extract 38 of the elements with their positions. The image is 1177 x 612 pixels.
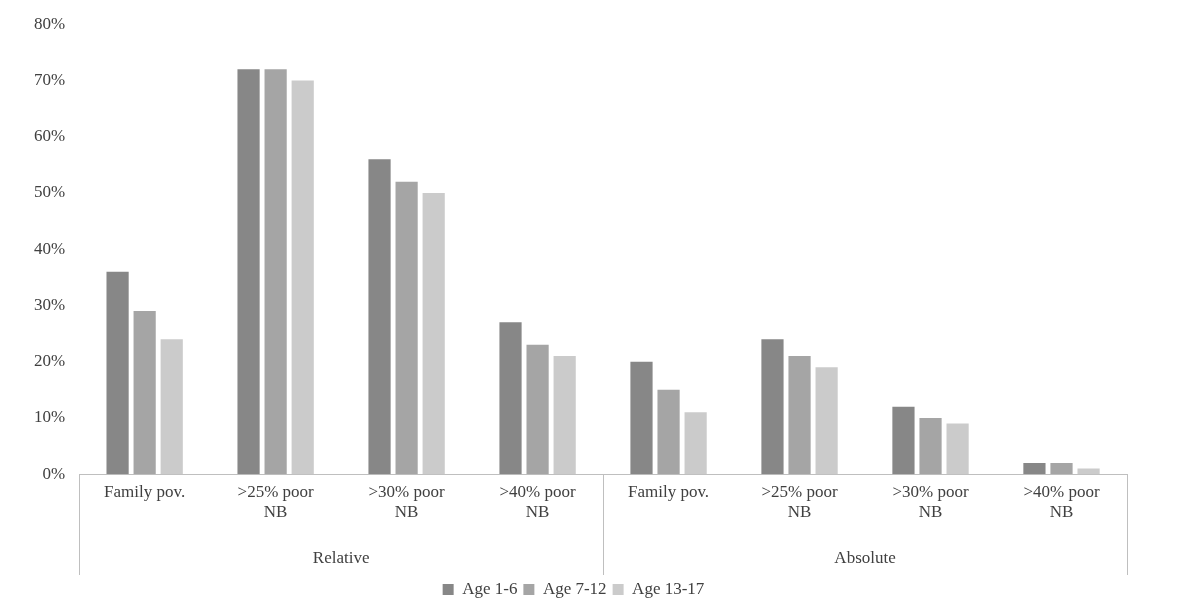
bar — [106, 271, 129, 475]
legend-label: Age 13-17 — [632, 578, 705, 598]
text: Absolute — [834, 548, 896, 568]
x-tick-label: >40% poor NB — [1023, 481, 1100, 522]
bar — [761, 339, 784, 475]
y-tick-label: 20% — [33, 351, 66, 371]
y-tick-label: 30% — [33, 294, 66, 314]
bar — [892, 406, 915, 475]
x-tick-label: >25% poor NB — [237, 481, 315, 522]
x-tick-label: >25% poor NB — [761, 481, 838, 522]
x-tick-label: >30% poor NB — [892, 481, 969, 522]
bar — [368, 159, 391, 475]
legend-label: Age 1-6 — [462, 578, 518, 598]
bar — [788, 356, 811, 475]
text: Relative — [312, 548, 370, 568]
y-tick-label: 0% — [42, 463, 66, 483]
bar — [395, 181, 418, 475]
x-tick-label: >30% poor NB — [368, 481, 446, 522]
bar — [657, 389, 680, 475]
bar — [237, 69, 260, 475]
bar — [264, 69, 287, 475]
legend-label: Age 7-12 — [542, 578, 607, 598]
y-tick-label: 50% — [33, 182, 66, 202]
bar — [630, 361, 653, 475]
bar — [919, 417, 942, 475]
x-tick-label: >40% poor NB — [499, 481, 576, 522]
y-tick-label: 70% — [33, 69, 66, 89]
x-tick-label: Family pov. — [628, 481, 710, 501]
x-tick-label: Family pov. — [104, 481, 186, 501]
bar — [133, 311, 156, 475]
bar — [526, 344, 549, 475]
y-tick-label: 60% — [33, 126, 66, 146]
bar — [1050, 462, 1073, 475]
bar — [499, 322, 522, 475]
y-tick-label: 40% — [33, 238, 66, 258]
y-tick-label: 80% — [33, 13, 66, 33]
y-tick-label: 10% — [33, 407, 66, 427]
bar — [1023, 462, 1046, 475]
